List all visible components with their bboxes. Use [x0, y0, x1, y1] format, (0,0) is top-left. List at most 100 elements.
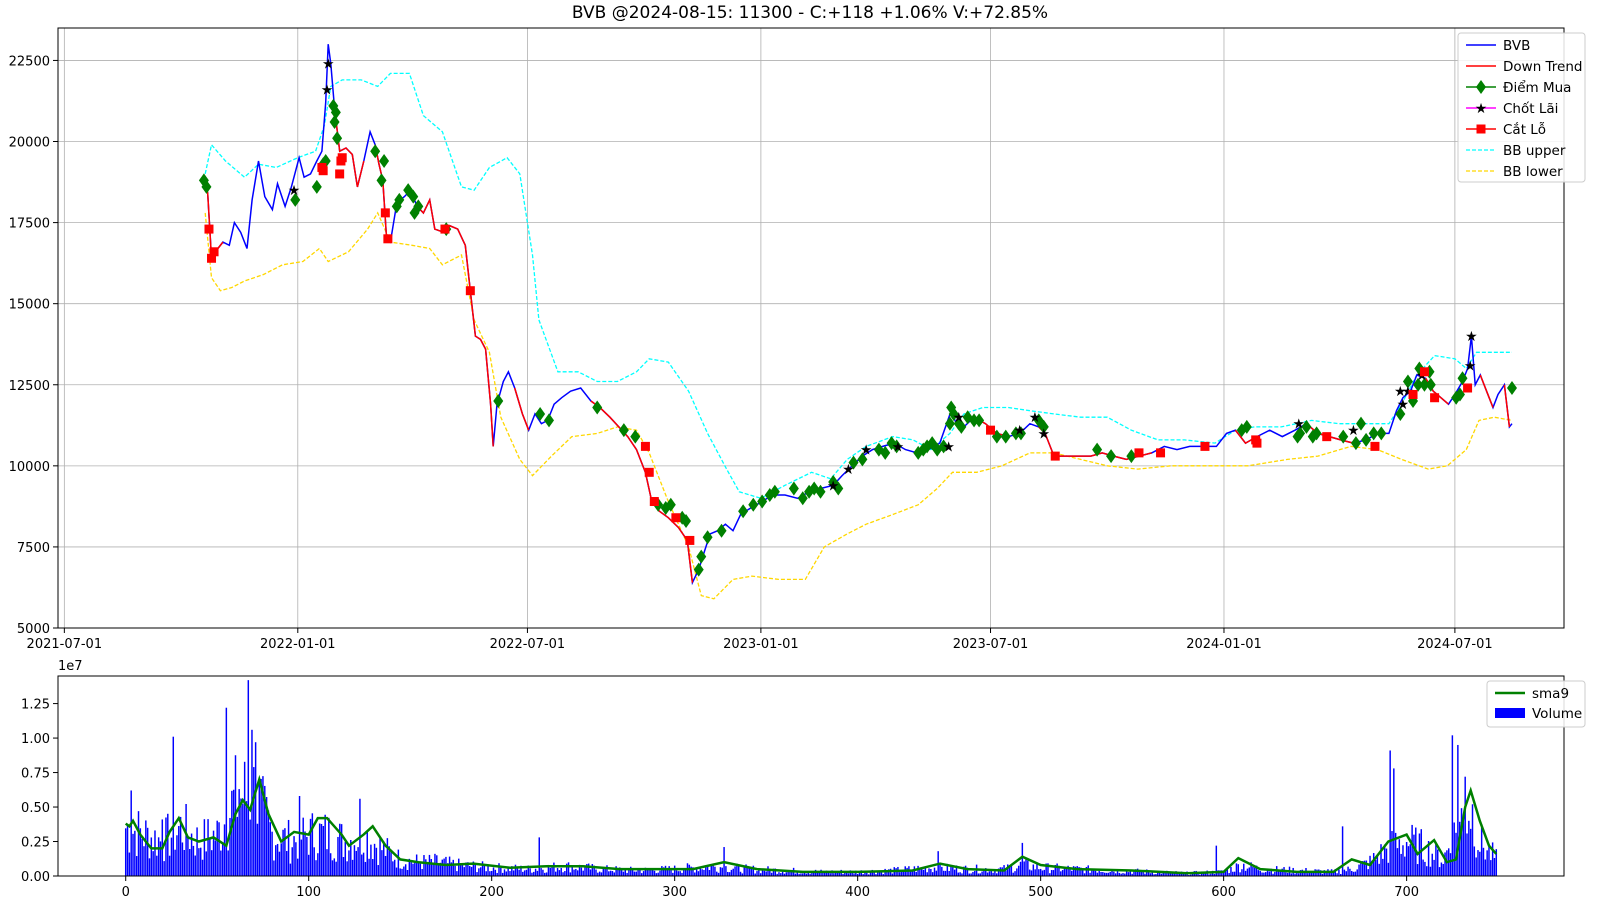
volume-bar-64	[242, 803, 244, 876]
volume-bar-471	[986, 872, 989, 876]
buy-point-marker-22	[544, 413, 555, 428]
take-profit-marker-6: ★	[892, 439, 905, 455]
volume-bar-381	[822, 870, 824, 876]
volume-bar-681	[1371, 860, 1373, 876]
volume-bar-71	[254, 742, 257, 876]
buy-point-marker-77	[1241, 419, 1252, 434]
volume-bar-111	[328, 817, 330, 876]
volume-y-tick-label-0.25: 0.25	[21, 836, 50, 851]
volume-bar-490	[1021, 842, 1024, 876]
volume-bar-92	[293, 836, 295, 876]
series-bvb-price	[204, 44, 1513, 586]
volume-bar-203	[496, 872, 498, 876]
volume-bar-134	[370, 844, 372, 876]
volume-bar-218	[523, 870, 526, 876]
volume-bar-446	[941, 866, 943, 876]
volume-bar-600	[1222, 872, 1225, 876]
volume-y-tick-label-0.00: 0.00	[21, 870, 50, 885]
volume-bar-527	[1089, 872, 1091, 876]
volume-bar-664	[1340, 873, 1342, 876]
take-profit-marker-12: ★	[1293, 417, 1306, 433]
volume-bar-165	[426, 862, 429, 876]
volume-bar-84	[278, 851, 281, 876]
volume-bar-501	[1041, 870, 1044, 876]
volume-bar-362	[787, 870, 789, 876]
volume-bar-233	[551, 866, 553, 876]
volume-bar-305	[683, 869, 685, 876]
volume-bar-685	[1378, 863, 1380, 876]
volume-bar-81	[273, 860, 275, 876]
volume-bar-282	[641, 873, 643, 876]
volume-bar-632	[1281, 868, 1283, 876]
volume-bar-332	[732, 868, 734, 876]
volume-bar-514	[1065, 868, 1068, 876]
volume-bar-297	[668, 866, 670, 876]
volume-bar-177	[448, 856, 451, 876]
volume-bar-138	[377, 865, 379, 876]
volume-bar-491	[1023, 861, 1025, 876]
stop-loss-marker-20	[1156, 448, 1166, 458]
price-y-tick-label-17500: 17500	[9, 217, 50, 232]
series-down-trend-segment-1	[333, 109, 365, 188]
volume-bar-290	[655, 873, 658, 876]
stop-loss-marker-1	[207, 253, 217, 263]
volume-bar-454	[955, 865, 958, 876]
volume-bar-323	[716, 871, 718, 876]
buy-point-marker-89	[1395, 406, 1406, 421]
volume-bar-620	[1259, 870, 1261, 876]
volume-bar-310	[692, 867, 694, 876]
buy-point-marker-86	[1361, 432, 1372, 447]
volume-bar-701	[1407, 846, 1410, 876]
volume-bar-43	[203, 819, 206, 876]
volume-bar-47	[210, 850, 213, 876]
volume-bar-8	[139, 828, 142, 876]
volume-bar-350	[765, 871, 767, 876]
price-x-tick-label-2024-01-01: 2024-01-01	[1186, 637, 1262, 652]
volume-bar-667	[1345, 871, 1347, 876]
volume-bar-725	[1451, 735, 1454, 876]
volume-bar-418	[889, 868, 892, 876]
volume-bar-127	[357, 847, 359, 876]
volume-bar-551	[1133, 870, 1135, 876]
volume-bar-563	[1155, 873, 1157, 876]
volume-bar-222	[531, 872, 533, 876]
volume-bar-63	[240, 798, 242, 876]
buy-point-marker-46	[833, 481, 844, 496]
volume-bar-596	[1215, 845, 1218, 876]
take-profit-marker-1: ★	[321, 83, 334, 99]
volume-bar-582	[1189, 874, 1192, 876]
volume-bar-65	[243, 761, 246, 876]
volume-bar-704	[1413, 834, 1415, 876]
volume-bar-469	[983, 868, 985, 876]
volume-bar-204	[498, 863, 500, 876]
volume-bar-129	[361, 854, 363, 876]
volume-bar-423	[899, 872, 901, 876]
volume-bar-628	[1274, 871, 1276, 876]
volume-bar-158	[414, 860, 416, 876]
volume-bar-593	[1210, 873, 1212, 876]
volume-bar-106	[318, 823, 321, 876]
volume-bar-644	[1303, 871, 1305, 876]
volume-bar-658	[1329, 870, 1331, 876]
volume-bar-662	[1336, 873, 1338, 876]
volume-bar-6	[135, 856, 138, 876]
buy-point-marker-10	[370, 144, 381, 159]
buy-point-marker-32	[696, 549, 707, 564]
volume-bar-473	[990, 869, 992, 876]
volume-bar-576	[1178, 873, 1181, 876]
volume-bar-366	[794, 873, 797, 876]
volume-bar-608	[1237, 864, 1240, 876]
volume-bar-331	[730, 869, 733, 876]
volume-bar-140	[381, 850, 383, 876]
price-y-tick-label-5000: 5000	[17, 622, 50, 637]
volume-bar-392	[842, 873, 844, 876]
volume-bar-713	[1429, 866, 1432, 876]
volume-bar-519	[1074, 866, 1077, 876]
volume-y-tick-label-1.00: 1.00	[21, 732, 50, 747]
volume-bar-558	[1146, 869, 1148, 876]
volume-bar-708	[1420, 829, 1423, 876]
volume-bar-272	[622, 871, 625, 876]
volume-bar-393	[844, 871, 846, 876]
stop-loss-marker-5	[335, 169, 345, 179]
